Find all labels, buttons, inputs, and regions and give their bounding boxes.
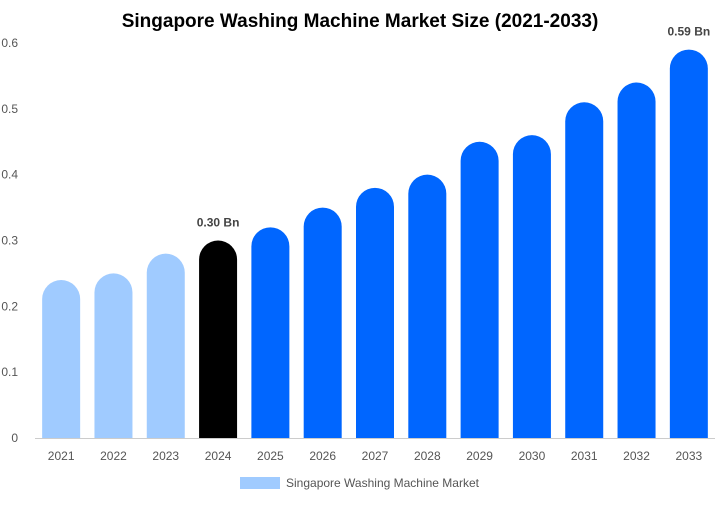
x-tick-label: 2022 [100,449,127,463]
bar-2032[interactable] [617,82,656,439]
y-tick-label: 0.4 [1,168,18,182]
x-tick-label: 2027 [362,449,389,463]
x-tick-label: 2028 [414,449,441,463]
legend-label: Singapore Washing Machine Market [286,476,480,490]
legend-swatch [240,477,280,489]
bar-2024[interactable] [199,240,238,439]
x-tick-label: 2025 [257,449,284,463]
x-tick-label: 2024 [205,449,232,463]
y-tick-label: 0.5 [1,102,18,116]
bar-2028[interactable] [408,174,447,438]
y-tick-label: 0.3 [1,234,18,248]
chart-title: Singapore Washing Machine Market Size (2… [122,11,599,32]
bar-2033[interactable] [669,49,708,438]
x-tick-label: 2030 [519,449,546,463]
x-tick-label: 2029 [466,449,493,463]
legend[interactable]: Singapore Washing Machine Market [240,476,480,490]
data-label: 0.59 Bn [668,25,711,39]
x-tick-label: 2033 [675,449,702,463]
y-tick-label: 0 [11,431,18,445]
x-tick-label: 2026 [309,449,336,463]
bar-2027[interactable] [356,187,394,438]
bar-2025[interactable] [251,227,290,438]
bar-2026[interactable] [303,207,342,438]
y-tick-label: 0.6 [1,36,18,50]
x-tick-label: 2021 [48,449,75,463]
x-tick-label: 2032 [623,449,650,463]
bar-2023[interactable] [146,253,185,438]
x-tick-label: 2031 [571,449,598,463]
bar-2029[interactable] [460,141,499,438]
bar-2021[interactable] [42,280,81,438]
bar-2022[interactable] [94,273,133,438]
bar-2031[interactable] [565,102,604,438]
y-tick-label: 0.1 [1,365,18,379]
bar-2030[interactable] [512,135,551,438]
x-tick-label: 2023 [152,449,179,463]
y-tick-label: 0.2 [1,299,18,313]
data-label: 0.30 Bn [197,216,240,230]
